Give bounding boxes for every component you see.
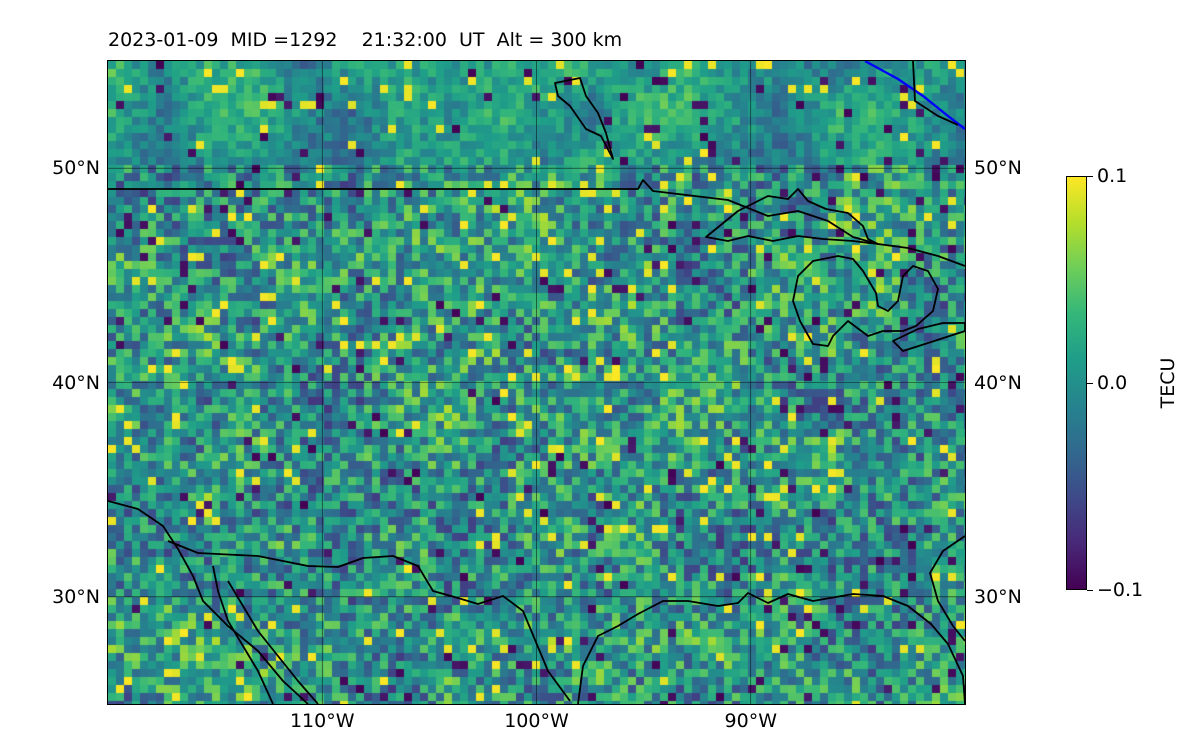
lake-superior xyxy=(705,188,879,245)
lon-tick-label: 90°W xyxy=(724,710,777,732)
gulf-coast xyxy=(577,592,965,704)
colorbar-tick xyxy=(1087,382,1093,384)
coastlines xyxy=(108,77,965,704)
lat-tick-label: 30°N xyxy=(974,585,1022,608)
hudson-inlet xyxy=(912,61,959,126)
map-panel[interactable] xyxy=(108,61,965,704)
terminator-line xyxy=(864,61,965,130)
lake-erie xyxy=(892,322,965,352)
gulf-of-california xyxy=(227,580,319,704)
us-canada-border xyxy=(108,179,965,267)
lon-tick-label: 100°W xyxy=(504,710,569,732)
colorbar-tick xyxy=(1087,589,1093,591)
baja-peninsula xyxy=(212,565,274,704)
lat-tick-label: 50°N xyxy=(974,157,1022,180)
map-overlay xyxy=(108,61,965,704)
lat-tick-label: 30°N xyxy=(52,585,100,608)
lat-tick-label: 40°N xyxy=(52,371,100,394)
map-title: 2023-01-09 MID =1292 21:32:00 UT Alt = 3… xyxy=(108,29,623,51)
lon-tick-label: 110°W xyxy=(289,710,355,732)
colorbar-label: TECU xyxy=(1157,357,1179,409)
colorbar-tick-label: −0.1 xyxy=(1097,579,1144,601)
colorbar xyxy=(1066,176,1087,590)
pacific-coast xyxy=(108,500,309,704)
colorbar-tick-label: 0.1 xyxy=(1097,165,1128,187)
us-mexico-border xyxy=(167,540,571,702)
colorbar-tick-label: 0.0 xyxy=(1097,372,1128,394)
colorbar-tick xyxy=(1087,175,1093,177)
lat-tick-label: 40°N xyxy=(974,371,1022,394)
florida-coast xyxy=(929,535,965,642)
lat-tick-label: 50°N xyxy=(52,157,100,180)
hudson-bay-shore xyxy=(554,77,614,160)
lake-michigan xyxy=(792,255,939,347)
gridlines xyxy=(108,61,965,704)
